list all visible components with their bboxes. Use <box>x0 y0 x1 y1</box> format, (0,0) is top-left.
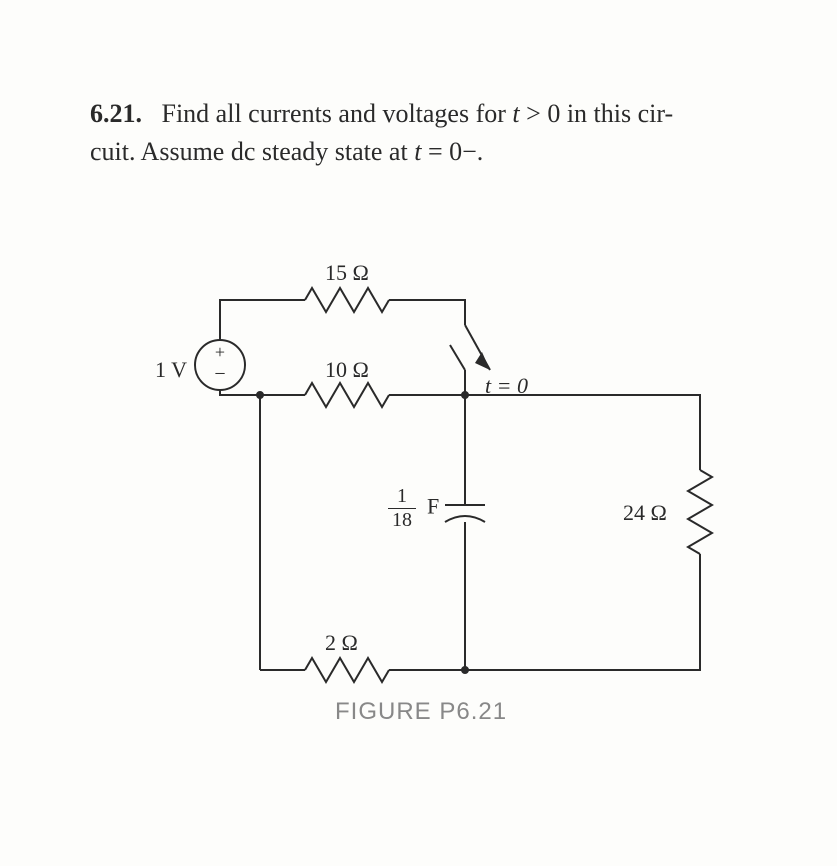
svg-text:−: − <box>214 363 225 385</box>
switch-icon <box>450 325 490 370</box>
resistor-10-icon <box>305 383 389 407</box>
switch-label: t = 0 <box>485 373 528 399</box>
figure-caption: FIGURE P6.21 <box>335 698 507 726</box>
resistor-24-label: 24 Ω <box>623 500 667 526</box>
problem-number: 6.21. <box>90 99 142 128</box>
resistor-24-icon <box>688 470 712 554</box>
svg-text:+: + <box>215 342 225 362</box>
resistor-2-icon <box>305 658 389 682</box>
problem-statement: 6.21. Find all currents and voltages for… <box>90 95 770 170</box>
voltage-source-label: 1 V <box>155 357 187 383</box>
resistor-2-label: 2 Ω <box>325 630 358 656</box>
capacitor-label: 1 18 F <box>388 485 439 532</box>
circuit-diagram: + − <box>130 250 730 730</box>
capacitor-icon <box>445 505 485 522</box>
resistor-15-icon <box>305 288 389 312</box>
resistor-15-label: 15 Ω <box>325 260 369 286</box>
resistor-10-label: 10 Ω <box>325 357 369 383</box>
